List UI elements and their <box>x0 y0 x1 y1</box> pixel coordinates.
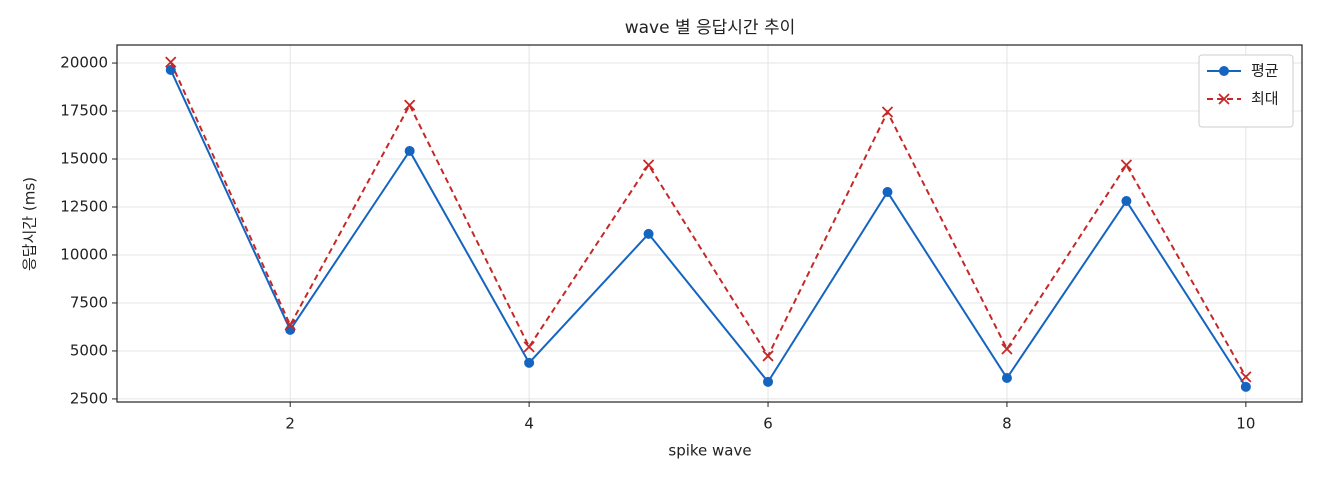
y-tick-label: 2500 <box>70 389 108 407</box>
marker <box>1240 381 1251 392</box>
y-tick-label: 5000 <box>70 341 108 359</box>
x-tick-label: 2 <box>285 415 295 433</box>
marker <box>643 228 654 239</box>
marker <box>1121 196 1132 207</box>
series-line <box>169 69 1247 388</box>
y-tick-label: 17500 <box>60 102 108 120</box>
x-tick-label: 6 <box>763 415 773 433</box>
x-axis-label: spike wave <box>668 442 751 460</box>
legend-box <box>1198 54 1294 128</box>
marker <box>642 159 655 171</box>
marker <box>284 319 296 331</box>
marker <box>404 99 416 111</box>
chart-title: wave 별 응답시간 추이 <box>625 18 796 38</box>
marker <box>881 106 894 118</box>
marker <box>404 145 415 156</box>
y-tick-label: 20000 <box>60 54 108 72</box>
legend-marker <box>1219 66 1229 76</box>
y-tick-label: 10000 <box>60 245 108 263</box>
x-tick-label: 4 <box>524 415 534 433</box>
x-tick-label: 10 <box>1236 415 1255 433</box>
y-tick-label: 7500 <box>70 293 108 311</box>
marker <box>1001 343 1013 355</box>
y-tick-label: 15000 <box>60 150 108 168</box>
marker <box>523 341 535 353</box>
marker <box>762 350 774 362</box>
legend-marker <box>1218 93 1230 105</box>
legend-label: 최대 <box>1251 90 1279 108</box>
marker <box>882 187 893 198</box>
y-axis-label: 응답시간 (ms) <box>21 177 39 271</box>
series-line <box>169 61 1247 378</box>
x-tick-label: 8 <box>1002 415 1012 433</box>
marker <box>763 376 774 387</box>
plot-frame <box>116 44 1303 403</box>
marker <box>1240 371 1252 383</box>
marker <box>1001 373 1012 384</box>
marker <box>165 56 177 68</box>
marker <box>524 357 535 368</box>
y-tick-label: 12500 <box>60 197 108 215</box>
legend-label: 평균 <box>1251 62 1279 80</box>
marker <box>1120 159 1133 171</box>
marker <box>285 324 296 335</box>
